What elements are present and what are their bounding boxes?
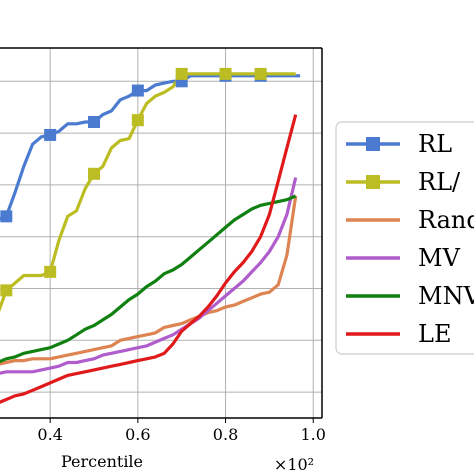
series-line-3 bbox=[0, 177, 298, 375]
series-1-marker-5 bbox=[219, 67, 232, 80]
x-axis-label: Percentile bbox=[61, 452, 143, 471]
legend-label-2: Rand bbox=[418, 206, 474, 234]
x-tick-label-1: 0.6 bbox=[125, 425, 150, 444]
axes bbox=[0, 47, 323, 419]
legend-frame bbox=[335, 121, 474, 355]
legend-label-4: MNV bbox=[418, 282, 474, 310]
series-0-marker-1 bbox=[44, 128, 57, 141]
series-line-5 bbox=[0, 114, 298, 404]
series-0-marker-0 bbox=[0, 210, 13, 223]
x-tick-label-3: 1.0 bbox=[301, 425, 326, 444]
series-1-marker-1 bbox=[44, 265, 57, 278]
grid bbox=[0, 48, 322, 418]
series-1-marker-6 bbox=[254, 67, 267, 80]
series-layer bbox=[0, 67, 301, 404]
series-1-marker-4 bbox=[175, 67, 188, 80]
legend-label-1: RL/ bbox=[418, 168, 461, 196]
legend-label-5: LE bbox=[418, 320, 451, 348]
series-1-marker-3 bbox=[131, 114, 144, 127]
x-tick-label-2: 0.8 bbox=[213, 425, 238, 444]
x-ticks: 0.4 0.6 0.8 1.0 bbox=[37, 418, 326, 444]
series-0-marker-2 bbox=[88, 116, 100, 128]
legend-marker-1 bbox=[366, 175, 380, 189]
series-line-4 bbox=[0, 194, 297, 364]
legend: RL RL/Rand MV MNV LE bbox=[335, 121, 474, 355]
series-line-1 bbox=[0, 72, 296, 313]
series-line-0 bbox=[0, 74, 301, 221]
series-line-2 bbox=[0, 195, 298, 366]
x-tick-label-0: 0.4 bbox=[37, 425, 62, 444]
series-0-marker-3 bbox=[131, 84, 144, 97]
x-axis-multiplier: ×10² bbox=[274, 455, 314, 474]
series-1-marker-0 bbox=[0, 284, 13, 297]
series-1-marker-2 bbox=[88, 167, 100, 180]
legend-label-3: MV bbox=[418, 244, 461, 272]
legend-marker-0 bbox=[366, 137, 380, 151]
legend-label-0: RL bbox=[418, 130, 452, 158]
